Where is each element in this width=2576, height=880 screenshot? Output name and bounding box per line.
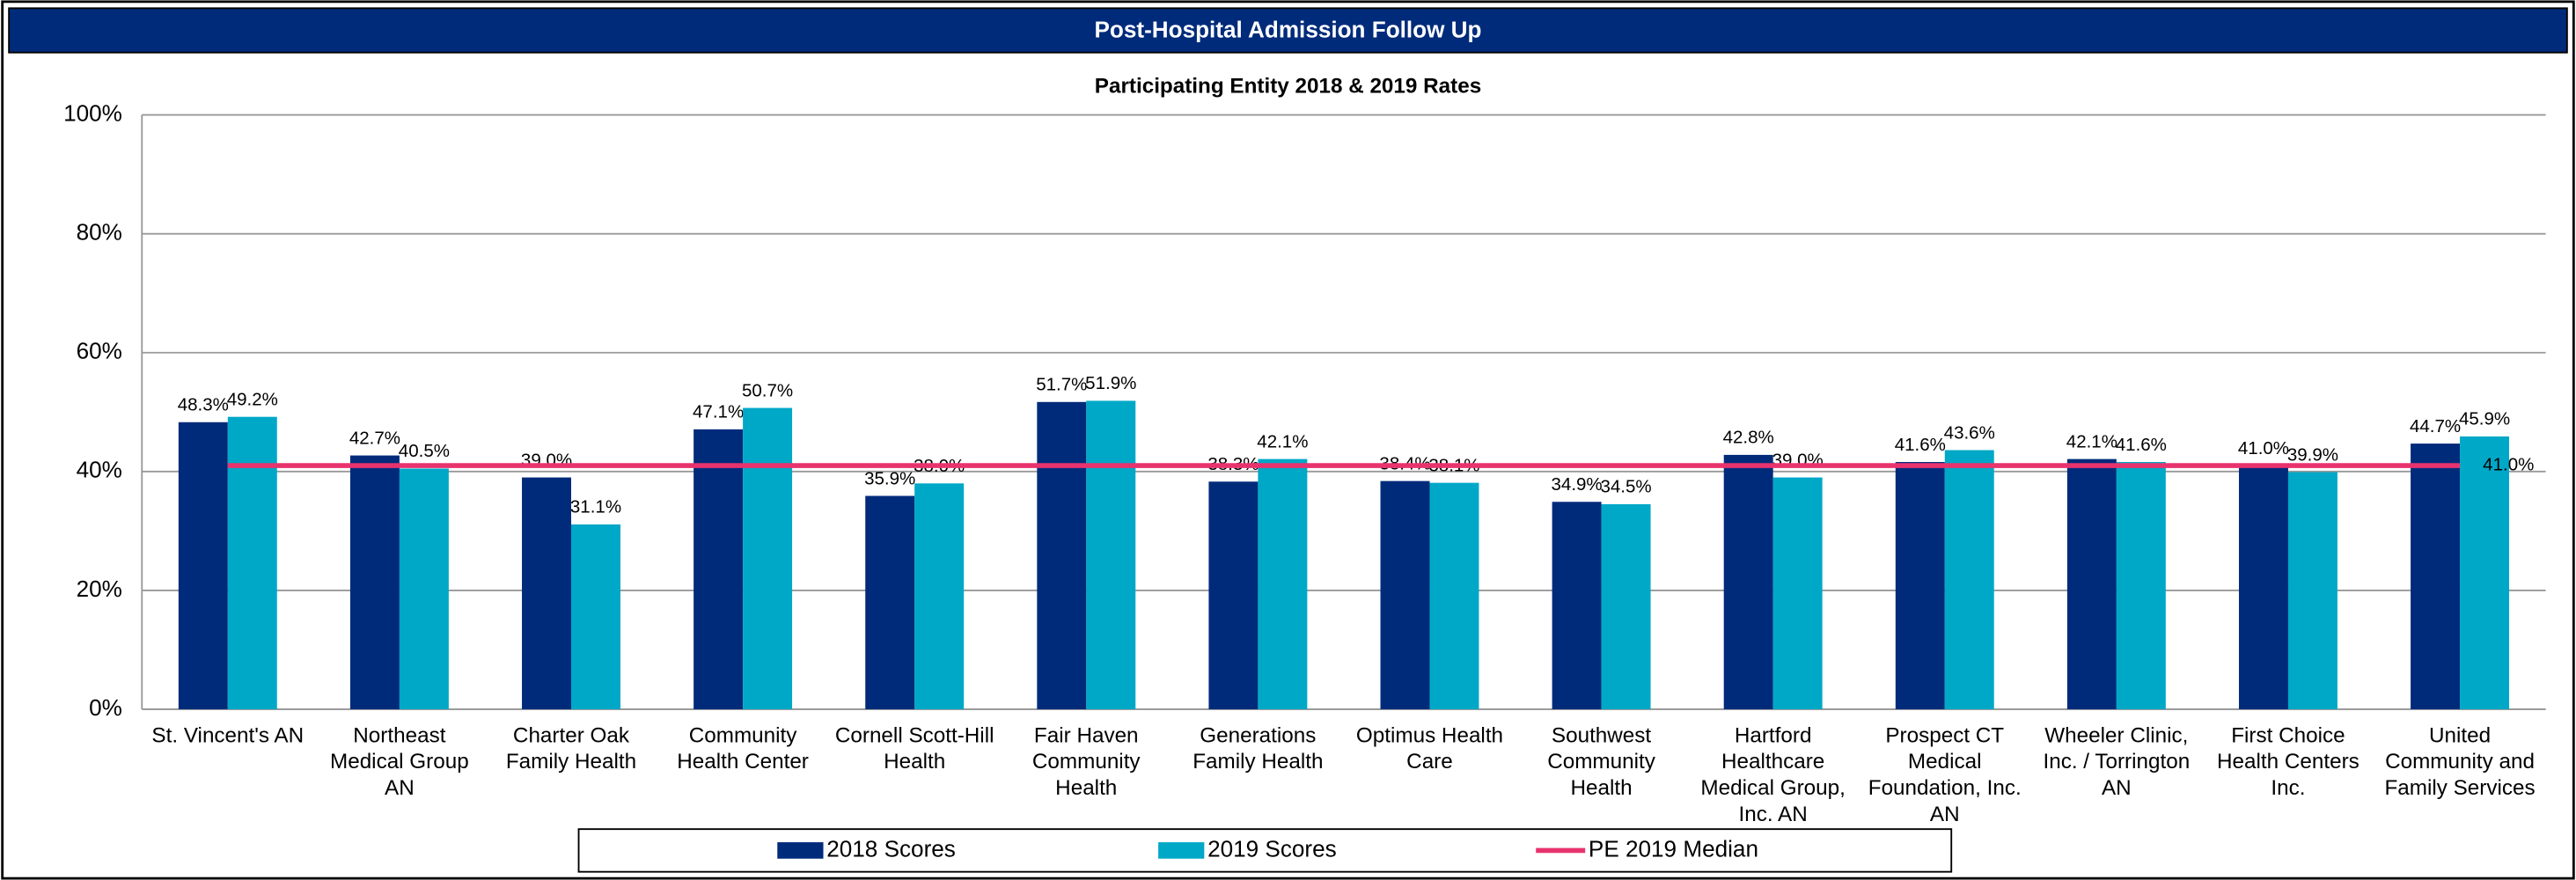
value-label: 43.6% [1944,422,1995,443]
bar [178,422,228,709]
bar [1723,454,1773,709]
bar [2411,444,2461,709]
bar [1258,458,1308,709]
x-tick-label-box: First Choice Health Centers Inc. [2217,722,2359,800]
bar [2116,462,2166,709]
value-label: 47.1% [693,402,744,422]
x-tick-label-box: United Community and Family Services [2384,722,2536,800]
bar [1552,502,1602,709]
x-tick-label-box: Generations Family Health [1193,722,1324,774]
x-tick-label-box: Prospect CT Medical Foundation, Inc. AN [1868,722,2022,826]
legend-label: 2018 Scores [826,835,956,862]
x-tick-label: Optimus Health Care [1355,722,1504,774]
bar [1895,462,1945,709]
bar [1772,477,1823,709]
x-tick-label-box: Northeast Medical Group AN [329,722,469,800]
bar [2066,458,2117,709]
bar [1086,400,1136,709]
x-tick-label: Prospect CT Medical Foundation, Inc. AN [1868,722,2022,826]
bar [1208,481,1259,709]
x-tick-label-box: Cornell Scott-Hill Health [834,722,994,774]
value-label: 51.7% [1036,375,1087,395]
chart-title: Participating Entity 2018 & 2019 Rates [1095,74,1481,98]
value-label: 48.3% [178,395,229,415]
value-label: 41.6% [1895,435,1946,455]
header-title: Post-Hospital Admission Follow Up [1095,16,1482,42]
x-tick-label: United Community and Family Services [2384,722,2536,800]
bar [2238,466,2288,709]
y-tick-label: 80% [77,219,122,246]
bar [2460,436,2510,709]
x-tick-label: Cornell Scott-Hill Health [834,722,994,774]
y-tick-label: 40% [77,457,122,483]
x-tick-label: Hartford Healthcare Medical Group, Inc. … [1700,722,1846,826]
value-label: 40.5% [399,441,450,461]
bar [865,495,915,709]
x-tick-label-box: Fair Haven Community Health [1031,722,1141,800]
x-tick-label-box: Hartford Healthcare Medical Group, Inc. … [1700,722,1846,826]
value-label: 34.5% [1600,477,1651,497]
bar [2287,472,2337,709]
y-tick-label: 100% [63,99,122,126]
value-label: 42.1% [1257,431,1308,451]
legend-swatch [1158,842,1205,859]
x-tick-label: Generations Family Health [1193,722,1324,774]
x-tick-label-box: Community Health Center [677,722,809,774]
value-label: 49.2% [227,389,278,409]
value-label: 31.1% [570,497,621,517]
bar [522,477,572,709]
x-tick-label: Community Health Center [677,722,809,774]
x-tick-label: Southwest Community Health [1547,722,1655,800]
x-tick-label: Fair Haven Community Health [1031,722,1141,800]
value-label: 42.1% [2066,431,2117,451]
bar [399,468,449,709]
x-tick-label-box: Charter Oak Family Health [505,722,637,774]
legend-swatch [777,842,824,859]
value-label: 51.9% [1085,373,1136,393]
bar [914,483,965,709]
x-tick-label: St. Vincent's AN [151,722,305,747]
x-tick-label: Northeast Medical Group AN [329,722,469,800]
x-tick-label: Charter Oak Family Health [505,722,637,774]
value-label: 50.7% [742,380,793,400]
y-tick-label: 20% [77,576,122,602]
bar [571,524,620,709]
y-tick-label: 60% [77,338,122,364]
value-label: 35.9% [864,468,915,488]
bar [1380,480,1430,709]
x-tick-label: Wheeler Clinic, Inc. / Torrington AN [2043,722,2191,800]
legend-label: 2019 Scores [1207,835,1337,862]
bar [694,429,744,709]
value-label: 42.8% [1723,428,1774,448]
value-label: 41.0% [2238,438,2289,458]
bar [227,416,277,709]
value-label: 41.6% [2116,435,2167,455]
x-tick-label-box: Optimus Health Care [1355,722,1504,774]
bar [1944,450,1994,709]
value-label: 45.9% [2459,409,2510,429]
median-label: 41.0% [2483,454,2534,474]
value-label: 34.9% [1552,474,1603,495]
value-label: 42.7% [349,428,400,448]
x-tick-label-box: Wheeler Clinic, Inc. / Torrington AN [2043,722,2191,800]
x-tick-label-box: Southwest Community Health [1547,722,1655,800]
bar [743,407,793,709]
legend-label: PE 2019 Median [1589,835,1758,862]
header-bar [8,7,2568,54]
value-label: 39.9% [2287,444,2338,465]
bar [1601,503,1651,709]
bar [1429,482,1479,709]
value-label: 44.7% [2410,416,2461,436]
bar [1037,401,1087,709]
x-tick-label-box: St. Vincent's AN [151,722,305,747]
bar [349,455,400,709]
x-tick-label: First Choice Health Centers Inc. [2217,722,2359,800]
y-tick-label: 0% [89,694,122,721]
